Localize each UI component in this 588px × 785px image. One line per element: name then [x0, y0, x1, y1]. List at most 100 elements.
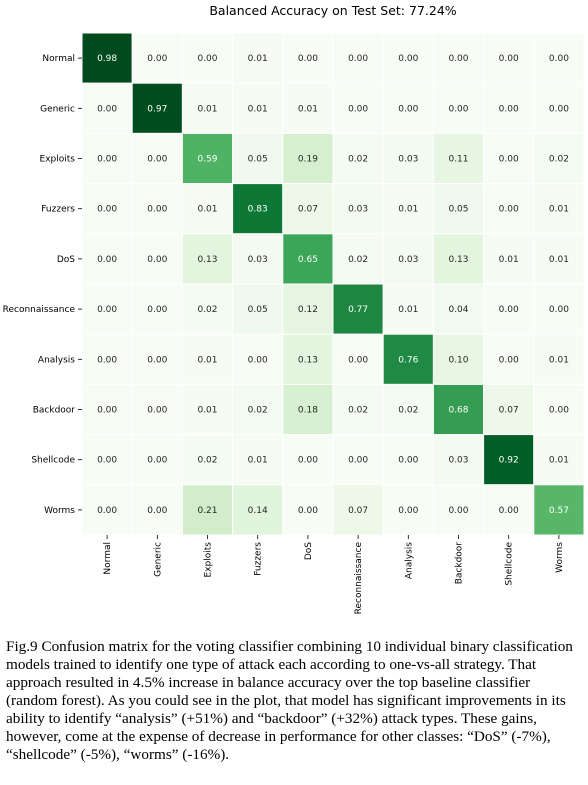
heatmap-cell	[432, 434, 485, 486]
cell-value-label: 0.03	[448, 456, 468, 466]
cell-value-label: 0.00	[147, 305, 167, 315]
heatmap-cell	[232, 283, 284, 335]
cell-value-label: 0.03	[398, 255, 418, 265]
heatmap-cell	[382, 132, 434, 185]
x-tick-label: DoS	[304, 542, 314, 560]
heatmap-cell	[181, 434, 234, 486]
cell-value-label: 0.05	[248, 305, 268, 315]
cell-value-label: 0.11	[448, 155, 468, 165]
heatmap-cell	[533, 183, 585, 235]
heatmap-cell	[382, 183, 434, 235]
heatmap-cell	[332, 383, 384, 436]
cell-value-label: 0.07	[499, 406, 519, 416]
chart-title: Balanced Accuracy on Test Set: 77.24%	[209, 3, 456, 18]
y-tick-label: DoS	[57, 255, 75, 265]
heatmap-cell	[432, 383, 485, 436]
heatmap-cell	[483, 233, 535, 285]
heatmap-cell	[282, 484, 334, 536]
cell-value-label: 0.03	[248, 255, 268, 265]
cell-value-label: 0.00	[147, 255, 167, 265]
y-tick-label: Fuzzers	[41, 205, 75, 215]
heatmap-cell	[81, 484, 133, 536]
cell-value-label: 0.00	[97, 305, 117, 315]
cell-value-label: 0.92	[499, 456, 519, 466]
cell-value-label: 0.00	[298, 456, 318, 466]
cell-value-label: 0.59	[197, 155, 217, 165]
cell-value-label: 0.00	[448, 506, 468, 516]
heatmap-cell	[181, 233, 234, 285]
heatmap-cell	[483, 183, 535, 235]
cell-value-label: 0.00	[348, 456, 368, 466]
y-tick-label: Exploits	[40, 155, 76, 165]
heatmap-cell	[81, 283, 133, 335]
heatmap-cell	[382, 333, 434, 385]
cell-value-label: 0.02	[549, 155, 569, 165]
heatmap-cell	[533, 32, 585, 84]
cell-value-label: 0.65	[298, 255, 318, 265]
cell-value-label: 0.97	[147, 104, 167, 114]
cell-value-label: 0.01	[549, 456, 569, 466]
cell-value-label: 0.00	[97, 155, 117, 165]
heatmap-cell	[432, 233, 485, 285]
cell-value-label: 0.00	[499, 506, 519, 516]
cell-value-label: 0.02	[248, 406, 268, 416]
heatmap-cell	[483, 383, 535, 436]
heatmap-cell	[181, 132, 234, 185]
x-tick-label: Fuzzers	[254, 542, 264, 576]
heatmap-cell	[131, 383, 183, 436]
x-tick-label: Shellcode	[505, 542, 515, 586]
heatmap-cell	[232, 333, 284, 385]
heatmap-cell	[432, 333, 485, 385]
cell-value-label: 0.00	[298, 506, 318, 516]
cell-value-label: 0.21	[197, 506, 217, 516]
heatmap-cell	[533, 484, 585, 536]
heatmap-cell	[533, 333, 585, 385]
cell-value-label: 0.07	[348, 506, 368, 516]
x-tick-label: Backdoor	[455, 542, 465, 585]
cell-value-label: 0.02	[348, 406, 368, 416]
y-tick-label: Worms	[44, 506, 75, 516]
cell-value-label: 0.77	[348, 305, 368, 315]
cell-value-label: 0.01	[248, 54, 268, 64]
heatmap-cell	[432, 132, 485, 185]
cell-value-label: 0.00	[147, 506, 167, 516]
x-tick-label: Normal	[103, 542, 113, 575]
heatmap-cell	[181, 383, 234, 436]
heatmap-cell	[382, 434, 434, 486]
cell-value-label: 0.12	[298, 305, 318, 315]
x-tick-label: Worms	[555, 542, 565, 573]
heatmap-cells: 0.98 0.00 0.00 0.01 0.00 0.00 0.00 0.00 0.00 0.00…	[81, 32, 585, 536]
cell-value-label: 0.07	[298, 205, 318, 215]
heatmap-cell	[81, 183, 133, 235]
heatmap-cell	[332, 233, 384, 285]
heatmap-cell	[332, 32, 384, 84]
cell-value-label: 0.13	[197, 255, 217, 265]
heatmap-cell	[282, 233, 334, 285]
cell-value-label: 0.00	[197, 54, 217, 64]
heatmap-cell	[332, 333, 384, 385]
x-tick-label: Analysis	[404, 542, 414, 579]
cell-value-label: 0.00	[147, 155, 167, 165]
cell-value-label: 0.03	[398, 155, 418, 165]
cell-value-label: 0.68	[448, 406, 468, 416]
cell-value-label: 0.01	[398, 205, 418, 215]
confusion-matrix-chart: Balanced Accuracy on Test Set: 77.24% 0.…	[3, 3, 585, 614]
cell-value-label: 0.13	[298, 355, 318, 365]
cell-value-label: 0.00	[147, 54, 167, 64]
cell-value-label: 0.02	[348, 155, 368, 165]
heatmap-cell	[81, 333, 133, 385]
heatmap-cell	[533, 383, 585, 436]
heatmap-cell	[181, 283, 234, 335]
heatmap-cell	[382, 383, 434, 436]
cell-value-label: 0.00	[499, 205, 519, 215]
y-tick-labels: Normal Generic Exploits Fuzzers DoS Reconnais…	[3, 54, 82, 516]
cell-value-label: 0.18	[298, 406, 318, 416]
cell-value-label: 0.01	[298, 104, 318, 114]
heatmap-cell	[533, 82, 585, 134]
y-tick-label: Normal	[42, 54, 75, 64]
cell-value-label: 0.00	[97, 506, 117, 516]
cell-value-label: 0.00	[97, 355, 117, 365]
cell-value-label: 0.00	[499, 305, 519, 315]
cell-value-label: 0.01	[248, 456, 268, 466]
heatmap-cell	[483, 333, 535, 385]
